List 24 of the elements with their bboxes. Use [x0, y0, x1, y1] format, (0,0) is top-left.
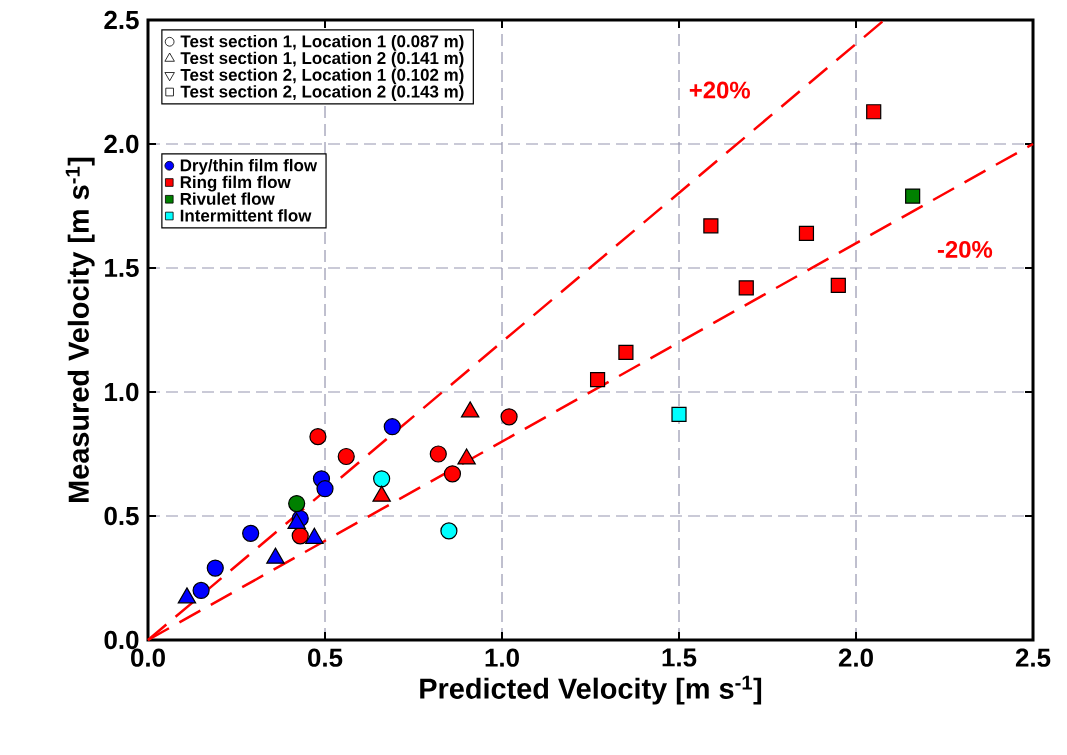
y-tick-label: 1.0	[105, 382, 139, 402]
legend-label: Test section 2, Location 1 (0.102 m)	[180, 68, 464, 85]
legend-label: Intermittent flow	[180, 209, 312, 222]
x-tick-label: 1.5	[662, 648, 697, 667]
x-tick-label: 0.0	[131, 648, 165, 667]
annotation: +20%	[689, 81, 750, 99]
legend-label: Ring film flow	[180, 175, 291, 192]
annotation: -20%	[937, 240, 993, 258]
x-axis-title: Predicted Velocity [m s$^{-1}$]	[420, 675, 762, 705]
y-tick-label: 2.5	[104, 10, 139, 30]
y-tick-label: 0.5	[104, 506, 139, 526]
x-tick-label: 0.5	[308, 648, 343, 667]
x-tick-label: 2.0	[838, 648, 873, 667]
x-tick-label: 2.5	[1015, 648, 1051, 667]
y-tick-label: 1.5	[105, 258, 139, 278]
y-tick-label: 2.0	[104, 134, 139, 154]
legend-label: Rivulet flow	[180, 192, 275, 205]
y-axis-title: Measured Velocity [m s$^{-1}$]	[65, 157, 95, 502]
x-tick-label: 1.0	[485, 648, 519, 667]
y-tick-label: 0.0	[104, 630, 139, 650]
legend-label: Dry/thin film flow	[180, 158, 318, 175]
legend-label: Test section 2, Location 2 (0.143 m)	[180, 85, 464, 101]
legend-label: Test section 1, Location 2 (0.141 m)	[180, 51, 464, 68]
legend-label: Test section 1, Location 1 (0.087 m)	[180, 34, 464, 51]
